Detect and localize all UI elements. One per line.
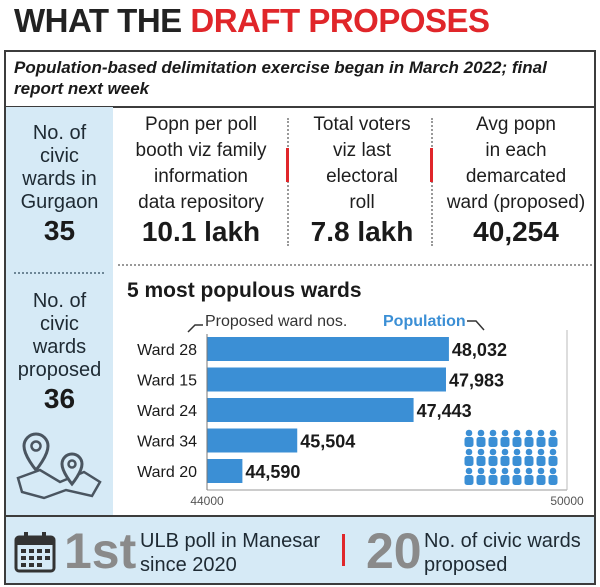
bottom-divider [342,534,345,566]
avg-popn-stat: Avg popn in each demarcated ward (propos… [436,112,596,248]
stat-label-line: wards [32,336,87,358]
divider-top [4,106,596,108]
manesar-poll-line-1: ULB poll in Manesar [140,530,321,552]
headline-part-1: WHAT THE [14,2,191,39]
bar [207,398,414,422]
stat-label-line: civic [40,313,79,335]
manesar-poll-big-number: 1st [64,523,137,579]
category-label: Ward 34 [137,434,197,451]
bar-value-label: 45,504 [300,432,355,452]
subtitle: Population-based delimitation exercise b… [14,58,547,98]
category-label-bracket [187,324,203,333]
stat-label-line: No. of [32,290,87,312]
civic-wards-line-2: proposed [424,554,508,576]
category-axis-label: Proposed ward nos. [205,313,348,330]
stat-label-line: roll [349,192,375,213]
stat-label-line: electoral [326,166,398,187]
bar [207,428,298,453]
divider-bottom [4,515,596,517]
stat-divider [431,118,433,246]
series-label-bracket [467,320,485,331]
map-pin-icon [16,432,102,500]
stat-value: 36 [43,383,76,414]
bar-value-label: 47,443 [417,401,472,421]
bar-value-label: 44,590 [245,462,300,482]
category-label: Ward 15 [137,373,197,390]
left-panel-divider [14,272,104,274]
stat-divider-accent [286,148,289,182]
stat-label-line: Avg popn [476,114,556,135]
infographic-frame [4,50,596,585]
bar [207,337,449,361]
popn-per-booth-stat: Popn per poll booth viz family informati… [118,112,284,248]
bar [207,459,243,483]
civic-wards-line-1: No. of civic wards [424,530,581,552]
stat-label-line: in each [485,140,547,161]
stat-label-line: civic [40,145,79,167]
headline-part-2: DRAFT PROPOSES [190,2,490,39]
stat-label-line: wards in [22,168,97,190]
stat-label-line: ward (proposed) [446,192,586,213]
category-label: Ward 24 [137,403,197,420]
stat-label-line: proposed [17,359,102,381]
stat-divider [287,118,289,246]
bar-value-label: 47,983 [449,371,504,391]
stat-label-line: information [154,166,248,187]
manesar-poll-line-2: since 2020 [140,554,237,576]
stat-label-line: Gurgaon [20,191,99,213]
total-voters-stat: Total voters viz last electoral roll 7.8… [290,112,434,248]
bar [207,367,446,392]
stat-label-line: data repository [138,192,264,213]
stat-label-line: Popn per poll [145,114,257,135]
stat-label-line: booth viz family [135,140,267,161]
people-group-icon [464,429,558,485]
stat-value: 35 [43,215,76,246]
stat-label-line: No. of [32,122,87,144]
stat-value: 40,254 [473,216,559,247]
category-label: Ward 20 [137,464,197,481]
wards-proposed-stat: No. of civic wards proposed 36 [6,290,113,415]
stat-value: 10.1 lakh [141,216,261,247]
headline: WHAT THE DRAFT PROPOSES [14,2,490,40]
calendar-icon [14,532,56,573]
bar-value-label: 48,032 [452,340,507,360]
series-legend-label: Population [383,313,466,330]
stat-label-line: viz last [332,140,392,161]
stats-chart-divider [118,264,592,266]
x-tick-label: 44000 [190,494,224,508]
stat-divider-accent [430,148,433,182]
category-label: Ward 28 [137,342,197,359]
stat-value: 7.8 lakh [310,216,414,247]
stat-label-line: Total voters [313,114,411,135]
wards-current-stat: No. of civic wards in Gurgaon 35 [6,122,113,247]
stat-label-line: demarcated [465,166,567,187]
x-tick-label: 50000 [550,494,584,508]
civic-wards-big-number: 20 [366,523,422,579]
bottom-facts-panel [6,517,594,583]
chart-title: 5 most populous wards [127,279,362,302]
